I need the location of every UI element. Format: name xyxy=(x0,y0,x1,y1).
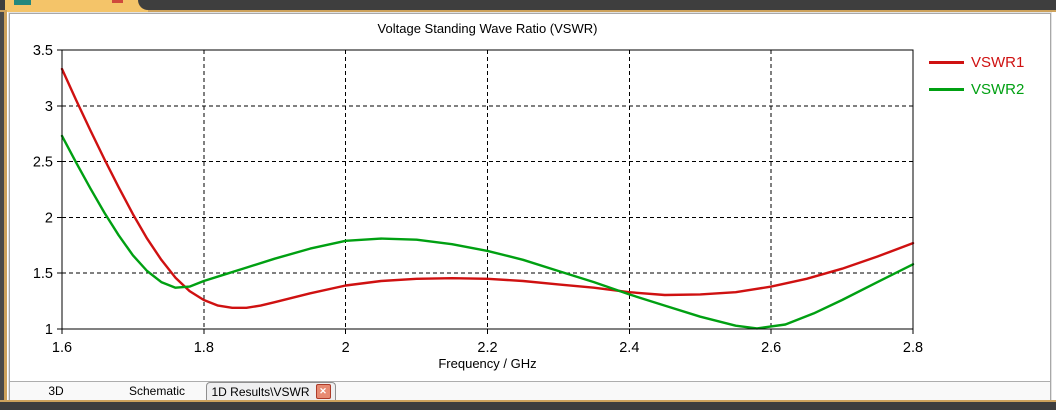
legend: VSWR1 VSWR2 xyxy=(929,49,1024,103)
svg-text:2: 2 xyxy=(342,340,350,356)
svg-text:2: 2 xyxy=(45,210,53,226)
gridlines xyxy=(62,50,913,329)
vswr1-label: VSWR1 xyxy=(971,54,1025,71)
ribbon-tab-flare xyxy=(138,0,149,10)
ribbon-strip xyxy=(0,0,1056,12)
ribbon-tab-partial[interactable] xyxy=(5,0,148,12)
ribbon-marker-icon xyxy=(112,0,123,3)
chart-title: Voltage Standing Wave Ratio (VSWR) xyxy=(377,21,598,36)
svg-text:2.8: 2.8 xyxy=(903,340,923,356)
bottom-tab-bar: 3D Schematic 1D Results\VSWR ✕ xyxy=(10,381,1050,401)
vswr1-line-swatch xyxy=(929,61,964,64)
plot-window: Voltage Standing Wave Ratio (VSWR) 1.6 1.… xyxy=(9,13,1051,402)
close-tab-icon[interactable]: ✕ xyxy=(315,384,331,399)
curves xyxy=(60,67,915,330)
svg-text:2.4: 2.4 xyxy=(619,340,639,356)
axis-ticks xyxy=(57,49,914,334)
window-left-edge xyxy=(0,0,4,410)
svg-text:1.8: 1.8 xyxy=(194,340,214,356)
tab-1d-results-vswr[interactable]: 1D Results\VSWR ✕ xyxy=(206,382,336,400)
vswr-plot[interactable]: 1.6 1.8 2 2.2 2.4 2.6 2.8 1 1.5 2 2.5 3 3.5 xyxy=(10,14,1048,380)
tab-3d[interactable]: 3D xyxy=(48,384,64,398)
svg-text:2.2: 2.2 xyxy=(477,340,497,356)
legend-item-vswr1[interactable]: VSWR1 xyxy=(929,49,1024,76)
window-accent-left xyxy=(4,10,7,402)
svg-text:1.5: 1.5 xyxy=(33,266,53,282)
tab-schematic[interactable]: Schematic xyxy=(128,384,186,398)
svg-text:1.6: 1.6 xyxy=(52,340,72,356)
vswr2-label: VSWR2 xyxy=(971,81,1025,98)
app-logo-icon[interactable] xyxy=(14,0,31,5)
x-axis-label: Frequency / GHz xyxy=(438,356,537,371)
svg-text:3: 3 xyxy=(45,99,53,115)
plot-frame xyxy=(61,49,914,330)
window-bottom-edge xyxy=(0,402,1056,410)
legend-item-vswr2[interactable]: VSWR2 xyxy=(929,76,1024,103)
window-accent-bottom xyxy=(0,400,1056,402)
svg-text:2.5: 2.5 xyxy=(33,155,53,171)
svg-text:1: 1 xyxy=(45,322,53,338)
tick-labels: 1.6 1.8 2 2.2 2.4 2.6 2.8 1 1.5 2 2.5 3 3.5 xyxy=(33,43,923,356)
curve-vswr2 xyxy=(60,134,915,330)
ribbon-accent-line xyxy=(0,10,1056,12)
svg-text:3.5: 3.5 xyxy=(33,43,53,59)
svg-text:2.6: 2.6 xyxy=(761,340,781,356)
vswr2-line-swatch xyxy=(929,88,964,91)
curve-vswr1 xyxy=(60,67,915,309)
